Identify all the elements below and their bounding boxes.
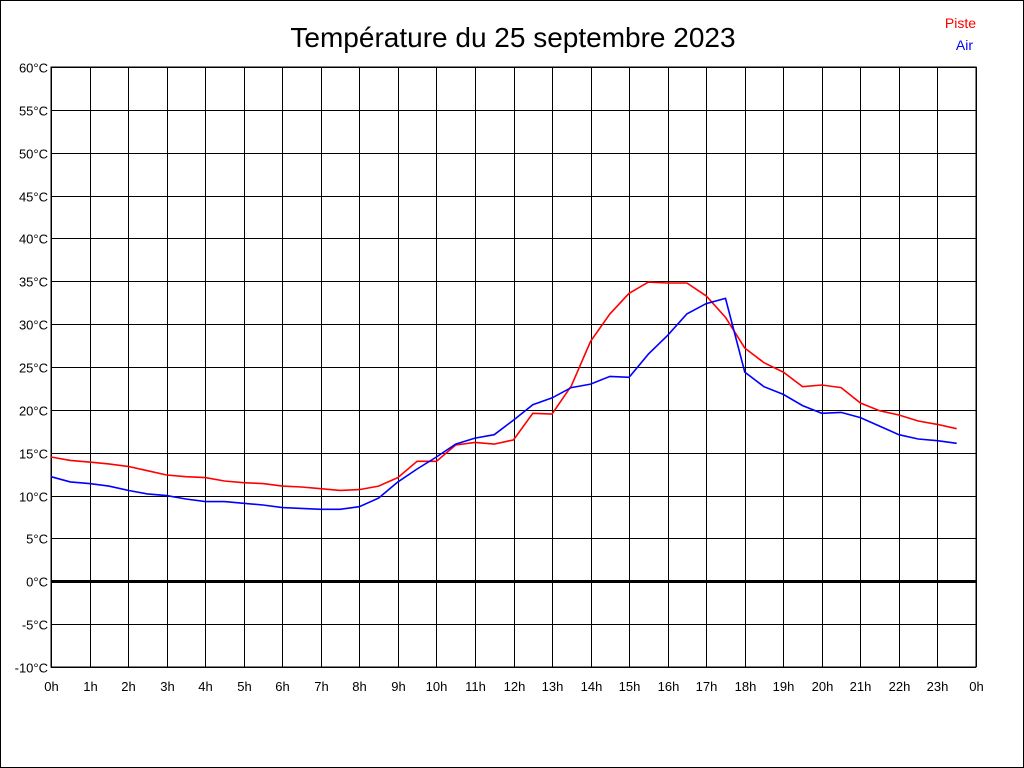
x-tick-label: 0h — [969, 679, 983, 694]
x-tick-label: 2h — [121, 679, 135, 694]
y-tick-label: 20°C — [19, 404, 48, 419]
x-tick-label: 3h — [160, 679, 174, 694]
x-tick-label: 19h — [773, 679, 795, 694]
y-tick-label: 60°C — [19, 61, 48, 76]
x-tick-label: 17h — [696, 679, 718, 694]
x-tick-label: 0h — [44, 679, 58, 694]
y-tick-label: 0°C — [26, 575, 48, 590]
y-tick-label: 40°C — [19, 232, 48, 247]
y-tick-label: -10°C — [15, 661, 48, 676]
x-tick-label: 13h — [542, 679, 564, 694]
x-tick-label: 11h — [465, 679, 486, 694]
x-tick-label: 8h — [352, 679, 366, 694]
chart-title: Température du 25 septembre 2023 — [290, 22, 735, 53]
x-tick-label: 22h — [889, 679, 911, 694]
series-line-piste — [50, 281, 957, 492]
x-tick-label: 5h — [237, 679, 251, 694]
x-tick-label: 18h — [735, 679, 757, 694]
legend-air: Air — [956, 37, 973, 53]
x-tick-label: 16h — [658, 679, 680, 694]
y-tick-label: -5°C — [22, 618, 48, 633]
x-tick-label: 15h — [619, 679, 641, 694]
x-tick-label: 23h — [927, 679, 949, 694]
x-tick-label: 14h — [581, 679, 603, 694]
series-line-air — [50, 297, 957, 511]
y-tick-label: 45°C — [19, 190, 48, 205]
y-tick-label: 50°C — [19, 147, 48, 162]
x-tick-label: 7h — [314, 679, 328, 694]
x-tick-label: 10h — [426, 679, 448, 694]
x-tick-label: 9h — [391, 679, 405, 694]
y-tick-label: 25°C — [19, 361, 48, 376]
y-tick-label: 55°C — [19, 104, 48, 119]
y-tick-label: 35°C — [19, 275, 48, 290]
x-tick-label: 21h — [850, 679, 872, 694]
y-tick-label: 15°C — [19, 447, 48, 462]
x-tick-label: 6h — [275, 679, 289, 694]
y-tick-label: 5°C — [26, 532, 48, 547]
x-tick-label: 12h — [504, 679, 526, 694]
x-tick-label: 20h — [812, 679, 834, 694]
x-tick-label: 4h — [198, 679, 212, 694]
y-tick-label: 30°C — [19, 318, 48, 333]
legend-piste: Piste — [945, 15, 976, 31]
x-tick-label: 1h — [83, 679, 97, 694]
y-tick-label: 10°C — [19, 490, 48, 505]
